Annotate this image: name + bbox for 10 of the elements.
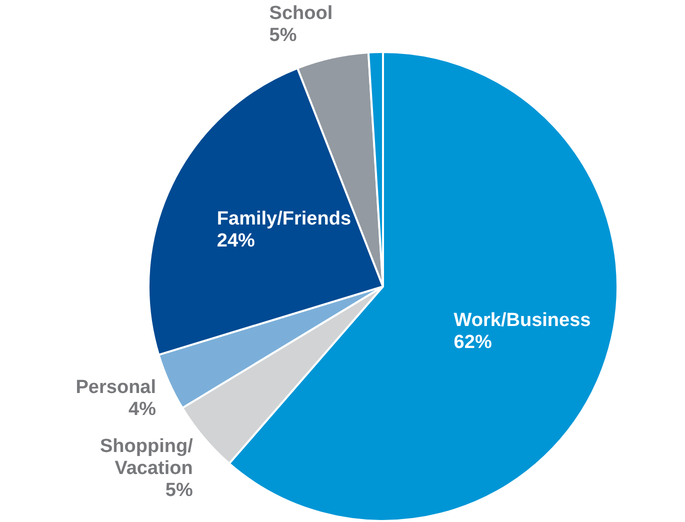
slice-label: Personal — [76, 377, 156, 398]
data-label: 62% — [454, 332, 492, 353]
slice-label: Family/Friends — [216, 208, 352, 230]
data-label: 5% — [165, 480, 193, 501]
slice-label: Work/Business — [454, 310, 591, 331]
data-label: 4% — [128, 399, 156, 420]
slice-label: School — [269, 3, 333, 24]
slice-label: Shopping/Vacation — [100, 436, 194, 479]
data-label: 24% — [216, 230, 256, 252]
data-label: 5% — [269, 25, 297, 46]
